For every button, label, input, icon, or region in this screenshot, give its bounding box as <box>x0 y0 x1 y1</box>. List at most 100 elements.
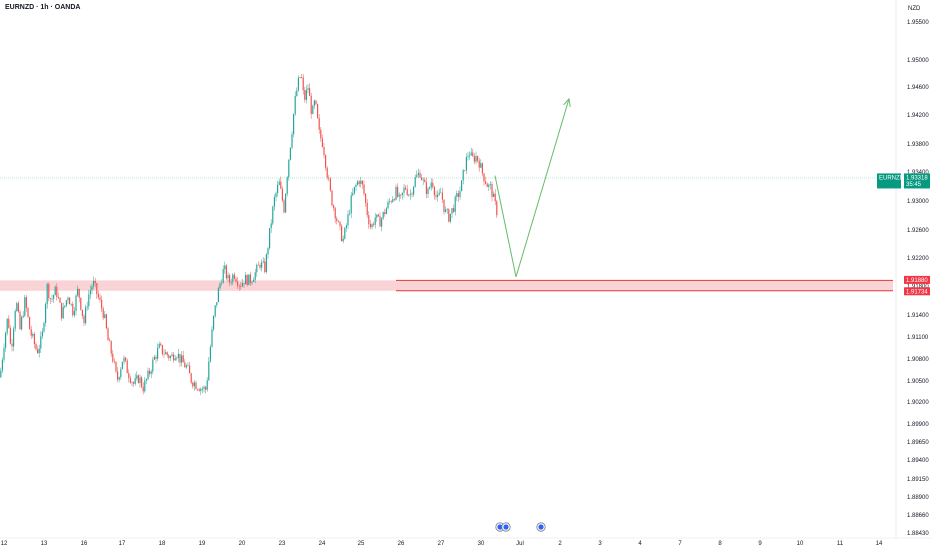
candle-body <box>192 382 194 387</box>
candle <box>358 179 360 188</box>
candle-body <box>190 373 192 383</box>
candle <box>110 340 112 358</box>
candle <box>222 265 224 284</box>
candle <box>206 377 208 392</box>
candle <box>328 174 330 182</box>
candle-body <box>467 156 469 158</box>
candle <box>133 381 135 387</box>
candle <box>389 197 391 205</box>
candle <box>390 200 392 204</box>
candle-body <box>318 118 320 130</box>
candle <box>205 385 207 394</box>
candle-body <box>19 311 21 330</box>
candle <box>89 285 91 300</box>
candle <box>353 186 355 195</box>
candle <box>29 316 31 330</box>
candle-body <box>451 208 453 214</box>
candle-body <box>352 193 354 196</box>
zone-bottom-tag-bg <box>904 287 930 296</box>
candle <box>475 151 477 164</box>
candle-body <box>485 181 487 184</box>
candle <box>209 344 211 363</box>
candle <box>289 147 291 161</box>
candle <box>157 343 159 362</box>
candle <box>48 282 50 302</box>
candle-body <box>21 317 23 330</box>
candle <box>141 375 143 389</box>
candle-body <box>112 353 114 362</box>
candle-body <box>385 208 387 215</box>
candle <box>249 271 251 286</box>
candle <box>150 369 152 379</box>
candle <box>408 193 410 197</box>
candle <box>14 308 16 332</box>
y-tick-label: 1.94600 <box>907 85 929 91</box>
candle-body <box>158 343 160 349</box>
candle-body <box>206 380 208 390</box>
candle <box>70 303 72 307</box>
candle-body <box>80 297 82 310</box>
candle <box>429 186 431 190</box>
candle <box>216 302 218 308</box>
candle-body <box>301 77 303 78</box>
candle <box>478 157 480 172</box>
candle-body <box>182 355 184 363</box>
candle-body <box>133 382 135 384</box>
candle <box>377 213 379 218</box>
candle-body <box>93 280 95 287</box>
candle <box>185 363 187 369</box>
candle-body <box>235 278 237 282</box>
candle <box>200 387 202 396</box>
candle-body <box>489 184 491 185</box>
candle <box>233 272 235 281</box>
candle <box>94 277 96 288</box>
candle-body <box>355 184 357 187</box>
event-dot <box>497 524 503 530</box>
candle <box>168 353 170 361</box>
y-tick-label: 1.88900 <box>907 495 929 501</box>
candle-body <box>377 214 379 217</box>
candle <box>246 274 248 287</box>
candle-body <box>438 192 440 195</box>
x-tick-label: 17 <box>119 541 126 547</box>
candle <box>288 159 290 181</box>
candle <box>449 213 451 224</box>
candle <box>256 263 258 277</box>
candle <box>360 176 362 188</box>
candle-body <box>176 357 178 359</box>
candle <box>440 187 442 194</box>
candle <box>433 185 435 200</box>
candle <box>430 178 432 191</box>
candle-body <box>33 334 35 345</box>
candle-body <box>197 389 199 390</box>
candle-body <box>27 307 29 318</box>
candle <box>232 272 234 286</box>
candle-body <box>491 184 493 197</box>
x-tick-label: 27 <box>438 541 445 547</box>
candle-body <box>262 261 264 263</box>
candle <box>179 353 181 367</box>
candle <box>283 198 285 214</box>
candle <box>456 190 458 201</box>
candle-body <box>35 344 37 350</box>
candle <box>128 369 130 383</box>
candle <box>496 199 498 218</box>
candle <box>422 177 424 185</box>
event-dot <box>503 524 509 530</box>
candle <box>161 344 163 356</box>
candle <box>137 374 139 384</box>
candle-body <box>142 386 144 392</box>
candle-body <box>78 288 80 298</box>
candle <box>312 104 314 115</box>
candle-body <box>382 212 384 219</box>
candle-body <box>86 306 88 308</box>
y-tick-label: 1.88660 <box>907 513 929 519</box>
x-tick-label: 19 <box>199 541 206 547</box>
candle <box>69 296 71 305</box>
candle <box>392 196 394 203</box>
candle-body <box>1 359 3 371</box>
candle <box>489 181 491 190</box>
candle <box>11 338 13 352</box>
candle-body <box>211 329 213 347</box>
